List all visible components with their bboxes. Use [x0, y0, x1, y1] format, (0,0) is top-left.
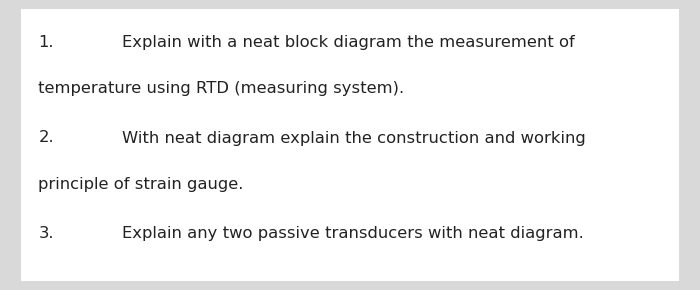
Text: 3.: 3. — [38, 226, 54, 241]
Text: Explain with a neat block diagram the measurement of: Explain with a neat block diagram the me… — [122, 35, 575, 50]
Text: 2.: 2. — [38, 130, 54, 146]
Text: With neat diagram explain the construction and working: With neat diagram explain the constructi… — [122, 130, 587, 146]
Text: 1.: 1. — [38, 35, 54, 50]
FancyBboxPatch shape — [21, 9, 679, 281]
Text: principle of strain gauge.: principle of strain gauge. — [38, 177, 244, 192]
Text: temperature using RTD (measuring system).: temperature using RTD (measuring system)… — [38, 81, 405, 96]
Text: Explain any two passive transducers with neat diagram.: Explain any two passive transducers with… — [122, 226, 584, 241]
